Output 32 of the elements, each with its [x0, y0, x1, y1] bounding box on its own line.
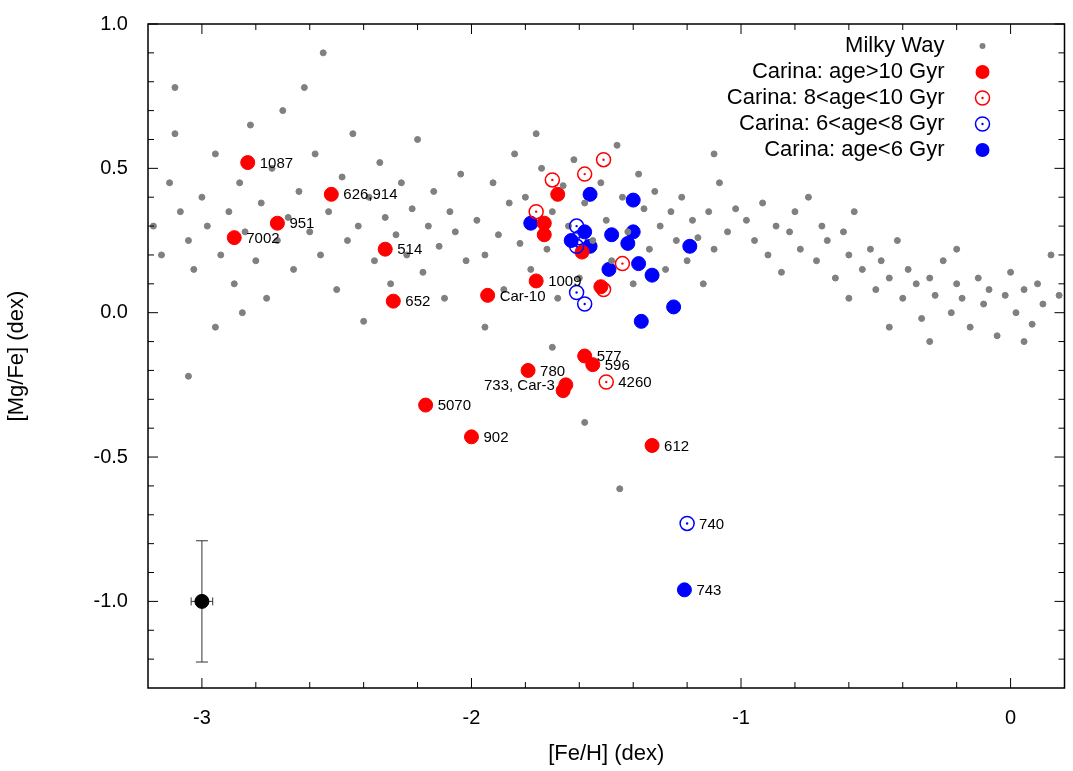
x-axis-title: [Fe/H] (dex)	[548, 739, 665, 765]
y-axis-title: [Mg/Fe] (dex)	[3, 290, 29, 422]
y-tick-label: 0.5	[100, 155, 128, 178]
legend-label: Milky Way	[845, 32, 945, 58]
annotation: 740	[699, 514, 725, 532]
y-tick-label: 0.0	[100, 300, 128, 323]
annotation: 733, Car-3	[483, 376, 555, 394]
annotation: Car-10	[499, 286, 546, 304]
y-tick-label: -1.0	[93, 588, 128, 611]
annotation: 5070	[437, 396, 472, 414]
legend-label: Carina: age>10 Gyr	[751, 58, 945, 84]
y-tick-label: -0.5	[93, 444, 128, 467]
annotation: 626,914	[343, 185, 398, 203]
legend-label: Carina: 6<age<8 Gyr	[739, 110, 945, 136]
annotation: 612	[664, 436, 690, 454]
x-tick-label: -1	[732, 705, 750, 728]
annotation: 1009	[548, 272, 582, 290]
annotation: 743	[696, 580, 722, 598]
annotation: 902	[483, 427, 509, 445]
annotation: 7002	[246, 228, 280, 246]
annotation: 780	[540, 361, 566, 379]
x-tick-label: 0	[1005, 705, 1017, 728]
annotation: 652	[405, 292, 431, 310]
legend-label: Carina: age<6 Gyr	[764, 136, 945, 162]
x-tick-label: -2	[462, 705, 481, 728]
y-tick-label: 1.0	[100, 11, 128, 34]
annotation: 514	[397, 240, 423, 258]
annotation: 951	[289, 214, 315, 232]
annotation: 4260	[618, 373, 652, 391]
x-tick-label: -3	[193, 705, 211, 728]
legend-label: Carina: 8<age<10 Gyr	[726, 84, 945, 110]
annotation: 1087	[259, 153, 294, 171]
